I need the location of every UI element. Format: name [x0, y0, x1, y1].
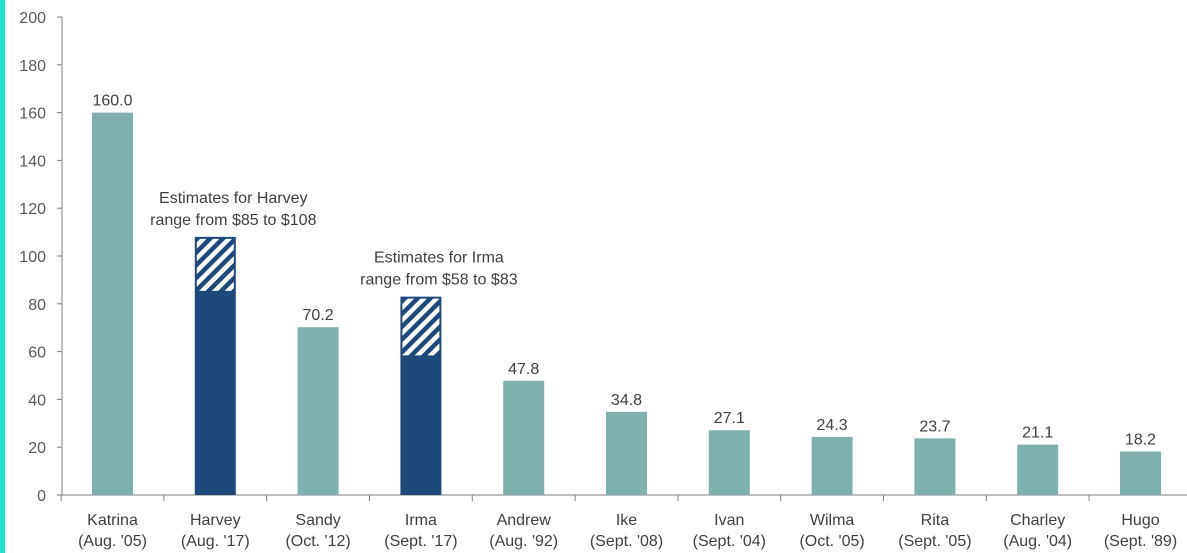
- data-label-charley: 21.1: [1022, 425, 1053, 442]
- x-label-charley: Charley: [1010, 512, 1065, 529]
- x-label-date-ivan: (Sept. '04): [693, 533, 766, 550]
- bar-irma-low-estimate: [400, 356, 442, 495]
- bar-charley: [1017, 444, 1059, 495]
- x-label-ivan: Ivan: [714, 512, 744, 529]
- x-label-date-harvey: (Aug. '17): [181, 533, 250, 550]
- x-label-date-hugo: (Sept. '89): [1104, 533, 1177, 550]
- axes: 0 20 40 60 80 100 120 140 160 180 200: [19, 10, 1187, 505]
- y-tick-label: 80: [28, 297, 46, 314]
- x-label-date-rita: (Sept. '05): [898, 533, 971, 550]
- y-tick-label: 60: [28, 345, 46, 362]
- x-label-rita: Rita: [921, 512, 950, 529]
- annotation-harvey: Estimates for Harvey: [159, 190, 307, 207]
- bar-sandy: [297, 327, 339, 495]
- bars: [92, 112, 1161, 495]
- x-label-date-katrina: (Aug. '05): [78, 533, 147, 550]
- bar-katrina: [92, 112, 133, 495]
- y-tick-label: 140: [19, 153, 46, 170]
- bar-harvey-estimate-range: [194, 236, 236, 293]
- x-label-sandy: Sandy: [295, 512, 340, 529]
- x-label-date-andrew: (Aug. '92): [489, 533, 558, 550]
- x-label-hugo: Hugo: [1121, 512, 1159, 529]
- bar-wilma: [811, 436, 853, 495]
- data-label-katrina: 160.0: [92, 93, 132, 110]
- y-tick-label: 40: [28, 392, 46, 409]
- data-label-ike: 34.8: [611, 392, 642, 409]
- y-tick-label: 160: [19, 106, 46, 123]
- data-label-andrew: 47.8: [508, 361, 539, 378]
- y-tick-label: 180: [19, 58, 46, 75]
- x-label-date-charley: (Aug. '04): [1003, 533, 1072, 550]
- y-tick-label: 100: [19, 249, 46, 266]
- bar-ike: [606, 411, 647, 495]
- bar-ivan: [708, 430, 750, 495]
- x-label-harvey: Harvey: [190, 512, 241, 529]
- data-label-ivan: 27.1: [714, 410, 745, 427]
- bar-andrew: [503, 380, 545, 495]
- x-label-irma: Irma: [405, 512, 437, 529]
- bar-harvey-low-estimate: [194, 291, 236, 495]
- annotation-irma: range from $58 to $83: [360, 272, 518, 289]
- bar-rita: [914, 438, 956, 495]
- x-label-andrew: Andrew: [497, 512, 552, 529]
- data-label-sandy: 70.2: [303, 307, 334, 324]
- x-label-date-wilma: (Oct. '05): [799, 533, 864, 550]
- annotation-harvey: range from $85 to $108: [150, 212, 316, 229]
- annotation-irma: Estimates for Irma: [374, 250, 504, 267]
- x-label-ike: Ike: [616, 512, 637, 529]
- accent-bar: [0, 0, 5, 553]
- y-tick-label: 200: [19, 10, 46, 27]
- x-label-wilma: Wilma: [810, 512, 855, 529]
- labels: 160.0 70.2 47.8 34.8 27.1 24.3 23.7 21.1 18.2 Est…: [78, 93, 1177, 550]
- x-label-date-sandy: (Oct. '12): [285, 533, 350, 550]
- x-label-katrina: Katrina: [87, 512, 138, 529]
- x-label-date-irma: (Sept. '17): [384, 533, 457, 550]
- data-label-rita: 23.7: [919, 418, 950, 435]
- y-tick-label: 20: [28, 440, 46, 457]
- bar-hugo: [1120, 451, 1161, 495]
- data-label-wilma: 24.3: [817, 417, 848, 434]
- y-tick-label: 0: [37, 488, 46, 505]
- data-label-hugo: 18.2: [1125, 432, 1156, 449]
- x-label-date-ike: (Sept. '08): [590, 533, 663, 550]
- y-tick-label: 120: [19, 201, 46, 218]
- bar-irma-estimate-range: [400, 296, 442, 358]
